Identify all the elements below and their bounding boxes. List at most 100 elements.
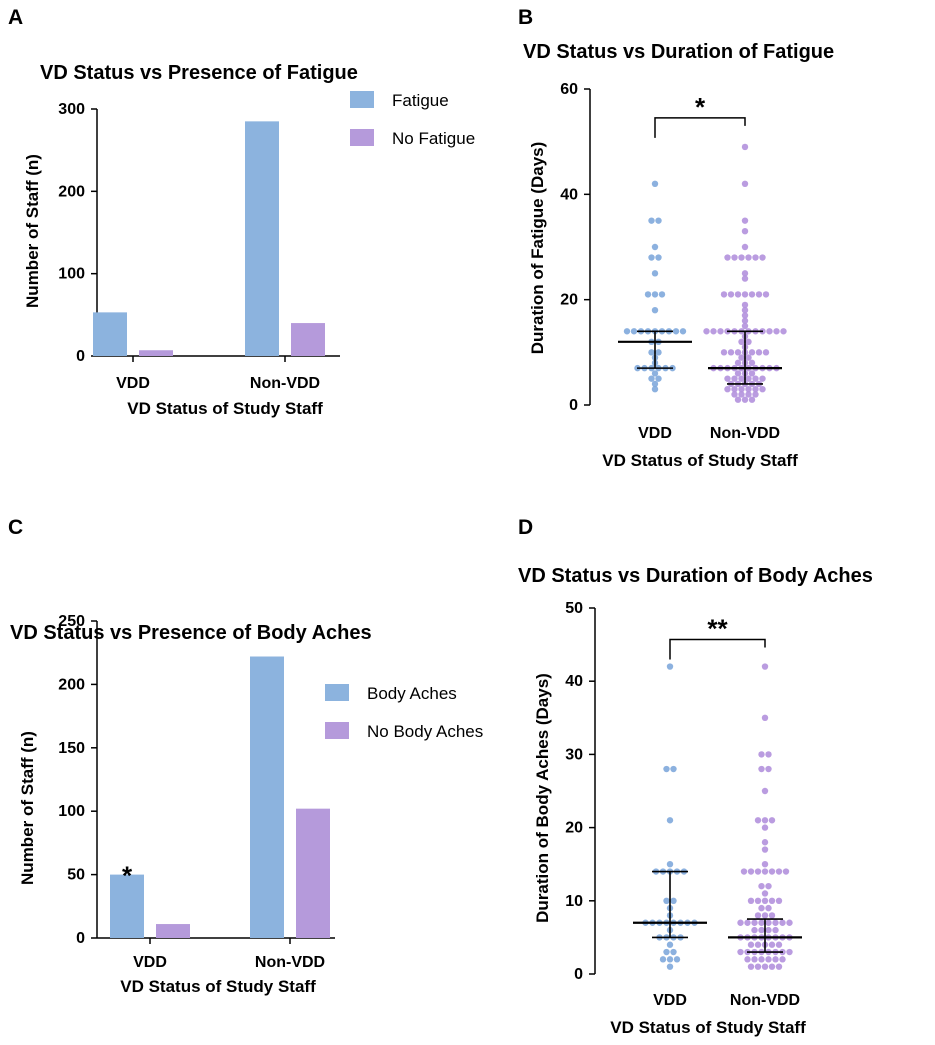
data-point <box>670 897 677 904</box>
data-point <box>768 868 776 875</box>
x-axis-label: VD Status of Study Staff <box>610 1018 806 1037</box>
y-tick-label: 100 <box>58 803 85 820</box>
bar-no-fatigue <box>291 323 325 356</box>
bar-fatigue <box>93 312 127 356</box>
data-point <box>747 897 755 904</box>
x-tick-label: VDD <box>653 992 687 1009</box>
data-point <box>745 338 752 345</box>
data-point <box>759 375 766 382</box>
data-point <box>744 919 751 926</box>
significance-bracket <box>669 638 766 660</box>
y-axis-label: Number of Staff (n) <box>23 154 42 308</box>
data-point <box>745 391 752 398</box>
data-point <box>765 751 772 758</box>
legend-swatch <box>350 129 374 146</box>
data-point <box>761 839 769 846</box>
data-point <box>673 956 681 963</box>
y-tick-label: 20 <box>565 820 583 837</box>
x-axis-label: VD Status of Study Staff <box>120 977 316 996</box>
data-point <box>741 270 749 277</box>
y-axis-label: Duration of Fatigue (Days) <box>528 142 547 355</box>
bar-no-body-aches <box>156 924 190 938</box>
data-point <box>731 254 738 261</box>
data-point <box>754 941 762 948</box>
chart-a: A VD Status vs Presence of Fatigue 0 100 2… <box>8 6 475 418</box>
data-point <box>659 956 667 963</box>
data-point <box>786 919 793 926</box>
chart-title: VD Status vs Presence of Body Aches <box>10 622 372 644</box>
data-point <box>765 919 772 926</box>
y-tick-label: 60 <box>560 81 578 98</box>
data-point <box>747 963 755 970</box>
data-point <box>747 941 755 948</box>
chart-c: C VD Status vs Presence of Body Aches 0 5… <box>8 516 483 996</box>
data-point <box>752 391 759 398</box>
data-point <box>761 868 769 875</box>
data-point <box>737 948 744 956</box>
data-point <box>779 956 786 963</box>
data-point <box>738 391 745 398</box>
data-point <box>738 375 745 382</box>
data-point <box>751 926 758 934</box>
data-point <box>755 349 763 356</box>
x-tick-label: Non-VDD <box>710 425 780 442</box>
y-tick-label: 150 <box>58 740 85 757</box>
data-point <box>758 926 765 934</box>
data-point <box>655 254 662 261</box>
data-point <box>761 890 769 897</box>
data-point <box>761 912 769 919</box>
data-point <box>644 291 652 298</box>
data-point <box>651 386 659 393</box>
data-point <box>748 396 756 403</box>
chart-title: VD Status vs Presence of Fatigue <box>40 62 358 84</box>
x-tick-label: Non-VDD <box>730 992 800 1009</box>
data-point <box>663 897 670 904</box>
data-point <box>748 291 756 298</box>
data-point <box>754 963 762 970</box>
data-point <box>741 143 749 151</box>
x-tick-label: Non-VDD <box>255 954 325 971</box>
data-point <box>703 328 710 335</box>
data-point <box>786 948 793 956</box>
data-point <box>752 254 759 261</box>
legend-swatch <box>325 684 349 701</box>
data-point <box>724 254 731 261</box>
data-point <box>772 956 779 963</box>
data-point <box>761 824 769 831</box>
chart-title: VD Status vs Duration of Fatigue <box>523 41 834 63</box>
data-point <box>758 751 765 758</box>
data-point <box>761 846 769 853</box>
y-tick-label: 30 <box>565 746 583 763</box>
data-point <box>741 217 749 224</box>
data-point <box>663 765 670 773</box>
data-point <box>765 765 772 773</box>
data-point <box>747 868 755 875</box>
panel-label: A <box>8 6 23 29</box>
data-point <box>648 254 655 261</box>
bar-body-aches <box>250 656 284 938</box>
bar-no-fatigue <box>139 350 173 356</box>
y-tick-label: 300 <box>58 101 85 118</box>
y-tick-label: 200 <box>58 183 85 200</box>
data-point <box>768 941 776 948</box>
data-point <box>755 291 763 298</box>
y-tick-label: 0 <box>76 930 85 947</box>
data-point <box>773 328 780 335</box>
data-point <box>679 328 687 335</box>
data-point <box>751 919 758 926</box>
x-axis-label: VD Status of Study Staff <box>127 399 323 418</box>
panel-d: D VD Status vs Duration of Body Aches 0 1… <box>480 510 935 1045</box>
data-point <box>754 897 762 904</box>
data-point <box>744 956 751 963</box>
data-point <box>762 291 770 298</box>
y-tick-label: 250 <box>58 613 85 630</box>
data-point <box>741 180 749 187</box>
data-point <box>731 375 738 382</box>
data-point <box>670 765 677 773</box>
data-point <box>765 882 772 890</box>
data-point <box>748 370 756 377</box>
y-tick-label: 40 <box>565 673 583 690</box>
y-tick-label: 200 <box>58 676 85 693</box>
y-tick-label: 100 <box>58 266 85 283</box>
data-point <box>658 291 666 298</box>
